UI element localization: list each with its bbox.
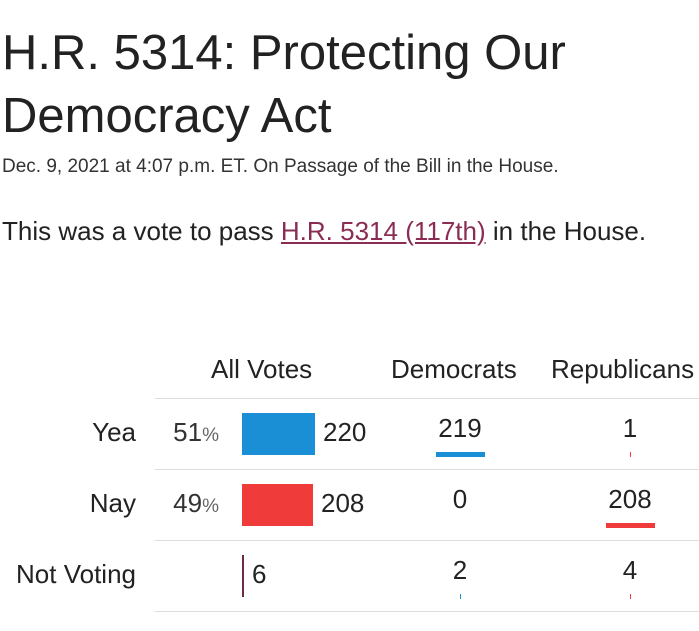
nay-percent-symbol: % [202, 496, 219, 517]
yea-republicans-count: 1 [622, 413, 638, 443]
yea-republicans-bar [629, 452, 631, 457]
not-voting-democrats-bar [459, 594, 461, 599]
yea-democrats-count: 219 [438, 413, 482, 443]
vote-date-subtitle: Dec. 9, 2021 at 4:07 p.m. ET. On Passage… [2, 156, 559, 177]
vote-description: This was a vote to pass H.R. 5314 (117th… [2, 210, 662, 252]
column-header-republicans: Republicans [551, 354, 695, 384]
nay-percent: 49% [173, 488, 219, 519]
yea-percent-value: 51 [173, 417, 203, 447]
nay-total-count: 208 [321, 488, 365, 518]
row-divider [155, 540, 699, 541]
row-divider [155, 398, 699, 399]
yea-total-count: 220 [323, 417, 367, 447]
bill-link[interactable]: H.R. 5314 (117th) [280, 216, 486, 246]
nay-total-bar [242, 484, 313, 526]
column-header-democrats: Democrats [391, 354, 517, 384]
yea-percent-symbol: % [202, 425, 219, 446]
nay-republicans-count: 208 [608, 484, 652, 514]
yea-total-bar [242, 413, 315, 455]
yea-democrats-bar [435, 452, 485, 457]
row-label-yea: Yea [92, 417, 136, 447]
row-label-not-voting: Not Voting [16, 559, 136, 589]
page-title: H.R. 5314: Protecting Our Democracy Act [2, 26, 566, 143]
not-voting-republicans-count: 4 [622, 555, 638, 585]
row-divider [155, 611, 699, 612]
not-voting-republicans-bar [629, 594, 631, 599]
not-voting-democrats-count: 2 [452, 555, 468, 585]
not-voting-total-count: 6 [252, 559, 267, 589]
nay-republicans-bar [605, 523, 655, 528]
intro-text-after: in the House. [485, 216, 647, 246]
yea-percent: 51% [173, 417, 219, 448]
nay-democrats-count: 0 [452, 484, 468, 514]
row-divider [155, 469, 699, 470]
row-label-nay: Nay [89, 488, 136, 518]
nay-percent-value: 49 [173, 488, 203, 518]
intro-text-before: This was a vote to pass [2, 216, 281, 246]
column-header-all-votes: All Votes [211, 354, 313, 384]
not-voting-total-bar [242, 555, 244, 597]
